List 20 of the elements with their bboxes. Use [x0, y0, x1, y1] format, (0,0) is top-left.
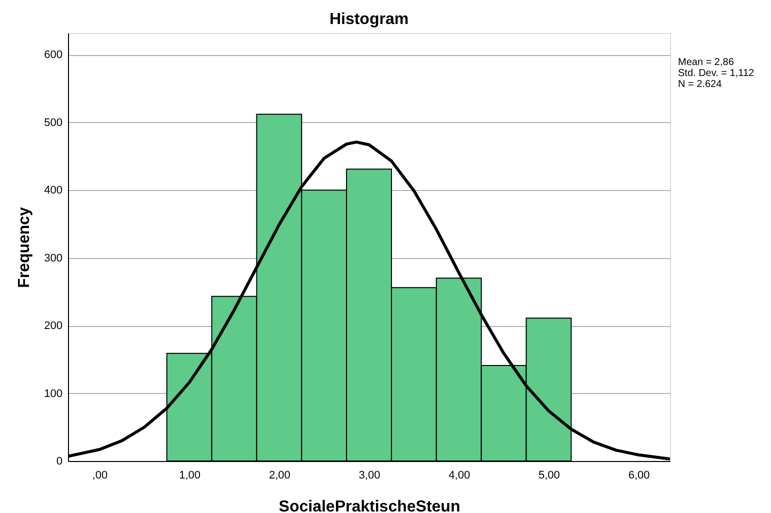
text: Std. Dev. = 1,112: [678, 68, 755, 79]
y-tick-label: 500: [44, 116, 62, 129]
y-tick-label: 100: [44, 388, 62, 400]
y-axis-title: Frequency: [16, 206, 34, 288]
text: Mean = 2,86: [678, 57, 734, 68]
x-axis-title: SocialePraktischeSteun: [278, 498, 460, 513]
chart-title: Histogram: [329, 11, 409, 28]
y-tick-label: 200: [44, 320, 62, 332]
x-tick-label: 1,00: [179, 470, 201, 482]
y-tick-label: 300: [44, 252, 62, 264]
x-tick-label: 5,00: [538, 470, 560, 482]
text: N = 2.624: [678, 79, 722, 90]
y-tick-label: 600: [44, 49, 62, 62]
x-tick-label: 2,00: [268, 470, 290, 482]
x-tick-label: 3,00: [358, 470, 380, 482]
x-tick-label: ,00: [92, 470, 108, 482]
x-tick-label: 4,00: [448, 470, 470, 482]
x-tick-label: 6,00: [628, 470, 650, 482]
y-tick-label: 400: [44, 184, 62, 197]
y-tick-label: 0: [56, 456, 62, 468]
